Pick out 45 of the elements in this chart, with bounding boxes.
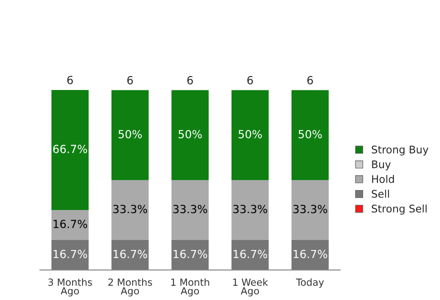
data-label: 33.3% — [233, 204, 268, 214]
data-label: 50% — [118, 130, 142, 138]
data-label: 33.3% — [293, 204, 328, 214]
x-tick-label: 1 Month Ago — [171, 278, 210, 296]
bar — [231, 90, 269, 180]
data-label: 16.7% — [54, 250, 88, 258]
legend-label: Strong Buy — [372, 146, 428, 156]
x-tick-label: Today — [296, 278, 324, 288]
x-tick-label: 3 Months Ago — [48, 278, 92, 296]
data-label: 33.3% — [173, 204, 208, 214]
text: 6 — [67, 76, 73, 84]
data-label: 50% — [178, 130, 202, 138]
bar — [231, 240, 269, 270]
x-tick-label: 1 Week Ago — [233, 278, 268, 296]
data-label: 16.7% — [174, 250, 208, 258]
bar — [111, 180, 149, 240]
data-label: 16.7% — [294, 250, 328, 258]
bar — [292, 180, 329, 240]
bar — [111, 240, 149, 270]
data-label: 16.7% — [54, 220, 88, 228]
text: 6 — [307, 76, 313, 84]
data-label: 50% — [238, 130, 262, 138]
data-label: 16.7% — [234, 250, 268, 258]
bar — [171, 180, 209, 240]
legend-label: Sell — [372, 190, 389, 198]
bar — [292, 240, 329, 270]
text: 6 — [187, 76, 193, 84]
x-tick-label: 2 Months Ago — [108, 278, 152, 296]
data-label: 16.7% — [114, 250, 148, 258]
text: 6 — [247, 76, 253, 84]
bar — [171, 90, 209, 180]
bar — [171, 240, 209, 270]
bar — [51, 210, 89, 240]
bar — [231, 180, 269, 240]
data-label: 66.7% — [53, 144, 88, 154]
legend-label: Strong Sell — [372, 204, 427, 215]
bar — [51, 240, 89, 270]
bar — [111, 90, 149, 180]
data-label: 50% — [298, 130, 322, 138]
data-label: 33.3% — [113, 204, 148, 214]
legend-label: Hold — [372, 174, 394, 184]
text: 6 — [127, 76, 133, 84]
legend-label: Buy — [372, 160, 391, 170]
bar — [292, 90, 329, 180]
bar — [51, 90, 89, 210]
